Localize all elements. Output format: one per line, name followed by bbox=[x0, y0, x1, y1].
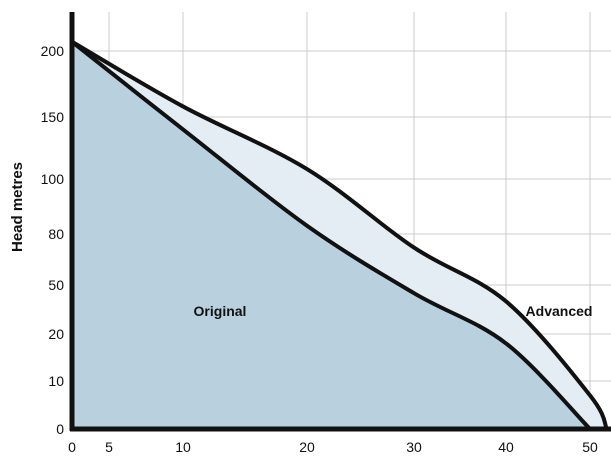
y-tick-label: 20 bbox=[48, 326, 64, 342]
x-tick-label: 0 bbox=[68, 439, 76, 455]
series-line-advanced bbox=[70, 39, 609, 431]
x-tick-label: 20 bbox=[299, 439, 315, 455]
y-tick-label: 80 bbox=[48, 226, 64, 242]
x-tick-label: 40 bbox=[498, 439, 514, 455]
x-tick-label: 50 bbox=[582, 439, 598, 455]
y-tick-label: 100 bbox=[41, 171, 65, 187]
series-label-original: Original bbox=[194, 303, 247, 319]
y-tick-label: 50 bbox=[48, 277, 64, 293]
series-label-advanced: Advanced bbox=[526, 303, 593, 319]
x-tick-label: 30 bbox=[406, 439, 422, 455]
y-tick-label: 150 bbox=[41, 109, 65, 125]
x-tick-label: 10 bbox=[175, 439, 191, 455]
series-line-original bbox=[70, 39, 592, 431]
areas bbox=[72, 41, 607, 429]
x-tick-label: 5 bbox=[105, 439, 113, 455]
y-tick-label: 200 bbox=[41, 43, 65, 59]
series-lines bbox=[70, 39, 609, 431]
tick-labels: 0 5 10 20 30 40 50 0 10 20 50 80 100 150 200 bbox=[41, 43, 598, 455]
y-tick-label: 0 bbox=[56, 421, 64, 437]
y-axis-label: Head metres bbox=[9, 162, 26, 252]
area-original bbox=[72, 41, 590, 429]
y-tick-label: 10 bbox=[48, 373, 64, 389]
axes bbox=[69, 12, 611, 432]
